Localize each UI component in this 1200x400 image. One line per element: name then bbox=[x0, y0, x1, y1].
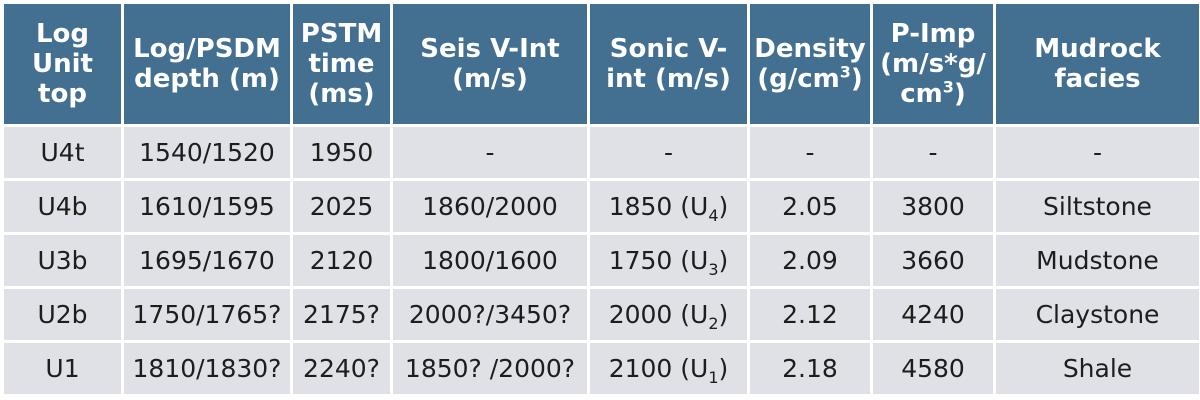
cell-sonic: 2000 (U2) bbox=[587, 286, 750, 343]
cell-time: 1950 bbox=[290, 124, 393, 181]
cell-depth: 1540/1520 bbox=[121, 124, 293, 181]
cell-depth: 1810/1830? bbox=[121, 340, 293, 397]
cell-seis: 1860/2000 bbox=[390, 178, 590, 235]
cell-facies: - bbox=[993, 124, 1200, 181]
cell-facies: Mudstone bbox=[993, 232, 1200, 289]
header-density: Density (g/cm3) bbox=[747, 1, 873, 127]
cell-time: 2025 bbox=[290, 178, 393, 235]
cell-sonic: - bbox=[587, 124, 750, 181]
cell-seis: 2000?/3450? bbox=[390, 286, 590, 343]
cell-depth: 1750/1765? bbox=[121, 286, 293, 343]
cell-density: - bbox=[747, 124, 873, 181]
cell-density: 2.09 bbox=[747, 232, 873, 289]
cell-pimp: 3800 bbox=[870, 178, 996, 235]
cell-unit: U4t bbox=[1, 124, 124, 181]
table-row: U4b 1610/1595 2025 1860/2000 1850 (U4) 2… bbox=[1, 178, 1200, 235]
table-row: U1 1810/1830? 2240? 1850? /2000? 2100 (U… bbox=[1, 340, 1200, 397]
cell-time: 2240? bbox=[290, 340, 393, 397]
cell-sonic: 1750 (U3) bbox=[587, 232, 750, 289]
cell-unit: U2b bbox=[1, 286, 124, 343]
table-row: U4t 1540/1520 1950 - - - - - bbox=[1, 124, 1200, 181]
header-log-unit-top: Log Unit top bbox=[1, 1, 124, 127]
cell-sonic: 1850 (U4) bbox=[587, 178, 750, 235]
cell-density: 2.18 bbox=[747, 340, 873, 397]
cell-facies: Shale bbox=[993, 340, 1200, 397]
cell-density: 2.05 bbox=[747, 178, 873, 235]
header-sonic-vint: Sonic V-int (m/s) bbox=[587, 1, 750, 127]
cell-facies: Siltstone bbox=[993, 178, 1200, 235]
cell-seis: - bbox=[390, 124, 590, 181]
cell-density: 2.12 bbox=[747, 286, 873, 343]
cell-pimp: 4240 bbox=[870, 286, 996, 343]
cell-seis: 1850? /2000? bbox=[390, 340, 590, 397]
header-depth: Log/PSDM depth (m) bbox=[121, 1, 293, 127]
cell-seis: 1800/1600 bbox=[390, 232, 590, 289]
cell-unit: U1 bbox=[1, 340, 124, 397]
cell-time: 2175? bbox=[290, 286, 393, 343]
header-pstm-time: PSTM time (ms) bbox=[290, 1, 393, 127]
cell-depth: 1610/1595 bbox=[121, 178, 293, 235]
header-row: Log Unit top Log/PSDM depth (m) PSTM tim… bbox=[1, 1, 1200, 127]
table-row: U3b 1695/1670 2120 1800/1600 1750 (U3) 2… bbox=[1, 232, 1200, 289]
cell-unit: U3b bbox=[1, 232, 124, 289]
cell-depth: 1695/1670 bbox=[121, 232, 293, 289]
cell-pimp: 3660 bbox=[870, 232, 996, 289]
cell-sonic: 2100 (U1) bbox=[587, 340, 750, 397]
cell-time: 2120 bbox=[290, 232, 393, 289]
cell-pimp: - bbox=[870, 124, 996, 181]
header-seis-vint: Seis V-Int (m/s) bbox=[390, 1, 590, 127]
cell-pimp: 4580 bbox=[870, 340, 996, 397]
cell-facies: Claystone bbox=[993, 286, 1200, 343]
cell-unit: U4b bbox=[1, 178, 124, 235]
table-row: U2b 1750/1765? 2175? 2000?/3450? 2000 (U… bbox=[1, 286, 1200, 343]
header-p-imp: P-Imp (m/s*g/ cm3) bbox=[870, 1, 996, 127]
header-mudrock-facies: Mudrock facies bbox=[993, 1, 1200, 127]
